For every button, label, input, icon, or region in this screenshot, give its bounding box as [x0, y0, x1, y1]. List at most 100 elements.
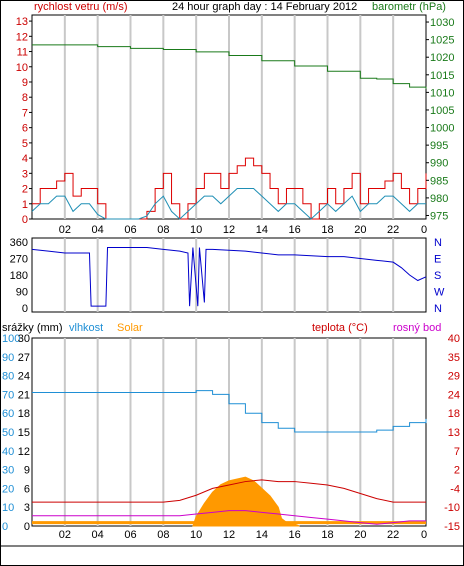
x-tick-label: 04 — [92, 224, 104, 236]
y-tick-pressure: 1015 — [430, 70, 454, 82]
x-tick-label: 06 — [124, 529, 136, 541]
y-tick-temperature: 29 — [448, 371, 460, 383]
wind-axis-label: rychlost vetru (m/s) — [34, 1, 128, 13]
x-tick-label: 20 — [354, 529, 366, 541]
x-tick-label: 20 — [354, 224, 366, 236]
y-tick-wind: 9 — [22, 77, 28, 89]
y-tick-temperature: 7 — [454, 446, 460, 458]
y-tick-compass: W — [434, 287, 445, 299]
y-tick-compass: N — [434, 237, 442, 249]
y-tick-temperature: 24 — [448, 389, 460, 401]
y-tick-temperature: -4 — [450, 483, 460, 495]
x-tick-label: 02 — [59, 224, 71, 236]
y-tick-pressure: 1030 — [430, 17, 454, 29]
y-tick-wind: 6 — [22, 123, 28, 135]
x-tick-label: 22 — [387, 529, 399, 541]
x-tick-label: 08 — [157, 529, 169, 541]
x-tick-label: 08 — [157, 224, 169, 236]
wind-average-line — [31, 188, 426, 220]
y-tick-pressure: 1010 — [430, 87, 454, 99]
x-tick-label: 02 — [59, 529, 71, 541]
humidity-axis-label: vlhkost — [69, 322, 103, 334]
dewpoint-axis-label: rosný bod — [393, 322, 441, 334]
temperature-line — [32, 479, 426, 503]
x-tick-label: 12 — [223, 529, 235, 541]
solar-axis-label: Solar — [117, 322, 143, 334]
y-tick-pressure: 995 — [430, 140, 448, 152]
page-title: 24 hour graph day : 14 February 2012 — [172, 1, 357, 13]
y-tick-wind: 13 — [16, 16, 28, 28]
x-tick-label: 04 — [92, 529, 104, 541]
x-tick-label: 12 — [223, 224, 235, 236]
rain-bar — [32, 521, 426, 525]
y-tick-rain: 15 — [18, 427, 30, 439]
y-tick-wind: 1 — [22, 199, 28, 211]
y-tick-wind: 7 — [22, 107, 28, 119]
x-tick-label: 16 — [289, 529, 301, 541]
wind-direction-line — [31, 247, 427, 307]
y-tick-temperature: 18 — [448, 408, 460, 420]
y-tick-rain: 9 — [24, 465, 30, 477]
x-tick-label: 14 — [256, 224, 268, 236]
x-tick-label: 06 — [124, 224, 136, 236]
x-tick-label: 16 — [289, 224, 301, 236]
y-tick-direction: 0 — [22, 303, 28, 315]
y-tick-pressure: 980 — [430, 193, 448, 205]
y-tick-humidity: 20 — [2, 483, 14, 495]
wind-gust-line — [32, 157, 427, 220]
y-tick-compass: N — [434, 303, 442, 315]
y-tick-humidity: 80 — [2, 371, 14, 383]
y-tick-pressure: 1020 — [430, 52, 454, 64]
y-tick-temperature: 35 — [448, 352, 460, 364]
y-tick-wind: 8 — [22, 92, 28, 104]
y-tick-rain: 0 — [24, 521, 30, 533]
y-tick-direction: 270 — [10, 254, 28, 266]
y-tick-rain: 12 — [18, 446, 30, 458]
y-tick-rain: 27 — [18, 352, 30, 364]
pressure-line — [32, 44, 427, 89]
y-tick-wind: 11 — [17, 47, 28, 59]
y-tick-direction: 360 — [10, 237, 28, 249]
y-tick-rain: 18 — [18, 408, 30, 420]
y-tick-temperature: 2 — [454, 465, 460, 477]
y-tick-wind: 4 — [22, 153, 28, 165]
y-tick-humidity: 40 — [2, 446, 14, 458]
x-tick-label: 18 — [321, 224, 333, 236]
y-tick-rain: 21 — [18, 389, 30, 401]
y-tick-rain: 30 — [18, 333, 30, 345]
y-tick-wind: 10 — [16, 62, 28, 74]
humidity-line — [32, 390, 427, 433]
y-tick-humidity: 10 — [2, 502, 14, 514]
y-tick-rain: 24 — [18, 371, 30, 383]
y-tick-humidity: 70 — [2, 389, 14, 401]
y-tick-pressure: 975 — [430, 210, 448, 222]
y-tick-wind: 2 — [22, 184, 28, 196]
y-tick-wind: 0 — [22, 214, 28, 226]
y-tick-compass: S — [434, 270, 441, 282]
y-tick-compass: E — [434, 254, 441, 266]
x-tick-label: 10 — [190, 529, 202, 541]
y-tick-temperature: -15 — [444, 521, 460, 533]
x-tick-label: 0 — [421, 529, 427, 541]
y-tick-wind: 3 — [22, 168, 28, 180]
y-tick-wind: 5 — [22, 138, 28, 150]
y-tick-temperature: 40 — [448, 333, 460, 345]
dewpoint-line — [32, 510, 426, 525]
y-tick-humidity: 0 — [2, 521, 8, 533]
y-tick-humidity: 30 — [2, 465, 14, 477]
temperature-axis-label: teplota (°C) — [312, 322, 368, 334]
y-tick-direction: 90 — [16, 287, 28, 299]
y-tick-humidity: 100 — [2, 333, 20, 345]
y-tick-pressure: 1005 — [430, 105, 454, 117]
x-tick-label: 0 — [421, 224, 427, 236]
pressure-axis-label: barometr (hPa) — [372, 1, 446, 13]
y-tick-pressure: 1025 — [430, 35, 454, 47]
y-tick-pressure: 985 — [430, 175, 448, 187]
y-tick-humidity: 90 — [2, 352, 14, 364]
y-tick-temperature: 13 — [448, 427, 460, 439]
y-tick-humidity: 50 — [2, 427, 14, 439]
x-tick-label: 10 — [190, 224, 202, 236]
y-tick-wind: 12 — [16, 31, 28, 43]
